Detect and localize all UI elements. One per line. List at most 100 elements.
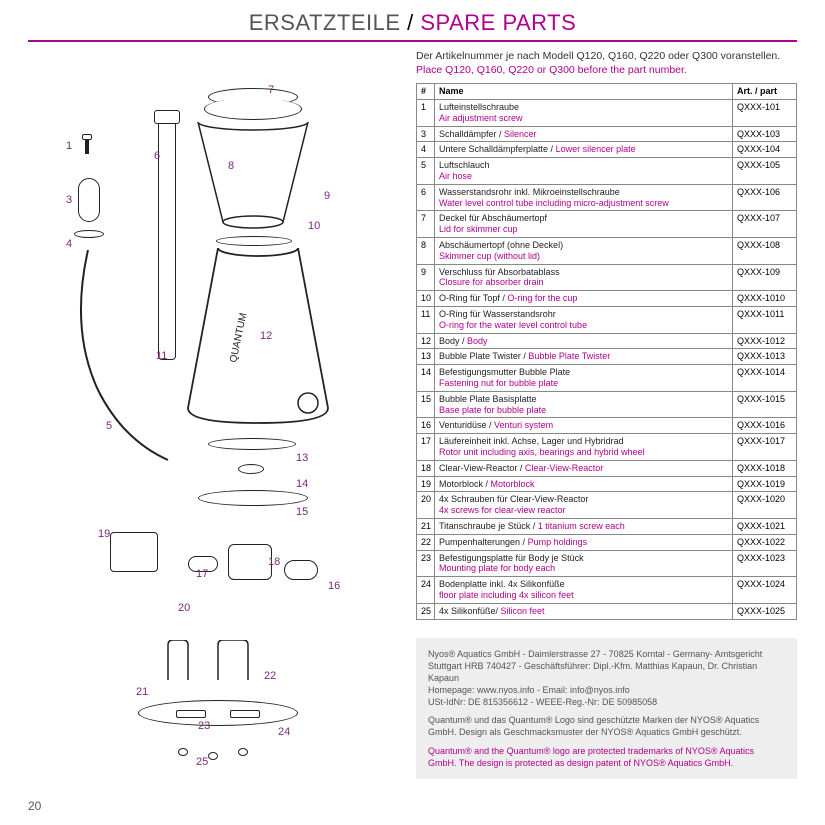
part-name-en: floor plate including 4x silicon feet <box>439 590 574 600</box>
col-header-art: Art. / part <box>733 84 797 100</box>
page-number: 20 <box>28 799 41 813</box>
part-number-cell: 19 <box>417 476 435 492</box>
part-name-de: Titanschraube je Stück / <box>439 521 538 531</box>
part-name-cell: Pumpenhalterungen / Pump holdings <box>435 534 733 550</box>
part-art-cell: QXXX-103 <box>733 126 797 142</box>
part-art-cell: QXXX-101 <box>733 100 797 127</box>
part-art-cell: QXXX-1023 <box>733 550 797 577</box>
part-number-cell: 14 <box>417 365 435 392</box>
diagram-reactor <box>228 544 272 580</box>
intro-text: Der Artikelnummer je nach Modell Q120, Q… <box>416 50 797 77</box>
part-number-cell: 7 <box>417 211 435 238</box>
part-name-en: Air hose <box>439 171 472 181</box>
part-name-en: Mounting plate for body each <box>439 563 555 573</box>
part-art-cell: QXXX-1011 <box>733 307 797 334</box>
diagram-motorblock <box>110 532 158 572</box>
part-number-cell: 8 <box>417 238 435 265</box>
diagram-foot-1 <box>178 748 188 756</box>
part-name-de: Body / <box>439 336 467 346</box>
part-name-en: Body <box>467 336 488 346</box>
col-header-name: Name <box>435 84 733 100</box>
table-row: 23Befestigungsplatte für Body je StückMo… <box>417 550 797 577</box>
callout-13: 13 <box>296 452 308 464</box>
part-name-en: Bubble Plate Twister <box>528 351 610 361</box>
title-rule <box>28 40 797 42</box>
part-name-cell: Befestigungsmutter Bubble PlateFastening… <box>435 365 733 392</box>
part-art-cell: QXXX-1018 <box>733 460 797 476</box>
part-number-cell: 6 <box>417 184 435 211</box>
table-row: 9Verschluss für AbsorbatablassClosure fo… <box>417 264 797 291</box>
part-name-de: Pumpenhalterungen / <box>439 537 528 547</box>
part-name-de: Bodenplatte inkl. 4x Silikonfüße <box>439 579 565 589</box>
part-name-de: Befestigungsmutter Bubble Plate <box>439 367 570 377</box>
part-name-en: O-ring for the cup <box>507 293 577 303</box>
diagram-venturi <box>284 560 318 580</box>
part-name-de: Schalldämpfer / <box>439 129 504 139</box>
table-row: 3Schalldämpfer / SilencerQXXX-103 <box>417 126 797 142</box>
part-name-en: Lid for skimmer cup <box>439 224 518 234</box>
part-number-cell: 1 <box>417 100 435 127</box>
part-name-cell: Bodenplatte inkl. 4x Silikonfüßefloor pl… <box>435 577 733 604</box>
part-name-cell: O-Ring für Topf / O-ring for the cup <box>435 291 733 307</box>
table-header-row: # Name Art. / part <box>417 84 797 100</box>
table-row: 1LufteinstellschraubeAir adjustment scre… <box>417 100 797 127</box>
part-name-cell: Clear-View-Reactor / Clear-View-Reactor <box>435 460 733 476</box>
part-name-cell: Titanschraube je Stück / 1 titanium scre… <box>435 518 733 534</box>
table-row: 21Titanschraube je Stück / 1 titanium sc… <box>417 518 797 534</box>
callout-23: 23 <box>198 720 210 732</box>
callout-3: 3 <box>66 194 72 206</box>
table-row: 16Venturidüse / Venturi systemQXXX-1016 <box>417 418 797 434</box>
part-art-cell: QXXX-104 <box>733 142 797 158</box>
parts-table-body: 1LufteinstellschraubeAir adjustment scre… <box>417 100 797 619</box>
part-art-cell: QXXX-1024 <box>733 577 797 604</box>
part-number-cell: 20 <box>417 492 435 519</box>
part-number-cell: 17 <box>417 434 435 461</box>
part-art-cell: QXXX-1019 <box>733 476 797 492</box>
table-row: 15Bubble Plate BasisplatteBase plate for… <box>417 391 797 418</box>
part-art-cell: QXXX-107 <box>733 211 797 238</box>
part-name-cell: Body / Body <box>435 333 733 349</box>
diagram-oring-10 <box>216 236 292 246</box>
part-name-en: Lower silencer plate <box>556 144 636 154</box>
right-column: Der Artikelnummer je nach Modell Q120, Q… <box>408 50 797 779</box>
diagram-baseplate <box>138 700 298 726</box>
table-row: 18Clear-View-Reactor / Clear-View-Reacto… <box>417 460 797 476</box>
diagram-foot-2 <box>208 752 218 760</box>
callout-7: 7 <box>268 84 274 96</box>
part-name-cell: Befestigungsplatte für Body je StückMoun… <box>435 550 733 577</box>
part-art-cell: QXXX-1013 <box>733 349 797 365</box>
footer-line4: Quantum® und das Quantum® Logo sind gesc… <box>428 714 785 738</box>
page-title: ERSATZTEILE / SPARE PARTS <box>0 0 825 40</box>
part-number-cell: 22 <box>417 534 435 550</box>
diagram-foot-3 <box>238 748 248 756</box>
callout-11: 11 <box>156 350 167 362</box>
content-row: QUANTUM <box>0 50 825 779</box>
part-name-cell: Bubble Plate BasisplatteBase plate for b… <box>435 391 733 418</box>
callout-12: 12 <box>260 330 272 342</box>
part-number-cell: 10 <box>417 291 435 307</box>
diagram-holdings <box>148 640 268 690</box>
part-name-cell: Abschäumertopf (ohne Deckel)Skimmer cup … <box>435 238 733 265</box>
part-name-cell: LuftschlauchAir hose <box>435 158 733 185</box>
diagram-mount-r <box>230 710 260 718</box>
part-name-en: Clear-View-Reactor <box>525 463 603 473</box>
part-name-de: Läufereinheit inkl. Achse, Lager und Hyb… <box>439 436 624 446</box>
part-art-cell: QXXX-1017 <box>733 434 797 461</box>
part-name-en: Venturi system <box>494 420 553 430</box>
part-number-cell: 9 <box>417 264 435 291</box>
diagram-bp-nut <box>238 464 264 474</box>
callout-18: 18 <box>268 556 280 568</box>
table-row: 8Abschäumertopf (ohne Deckel)Skimmer cup… <box>417 238 797 265</box>
diagram-body: QUANTUM <box>178 248 338 428</box>
callout-9: 9 <box>324 190 330 202</box>
part-name-cell: Verschluss für AbsorbatablassClosure for… <box>435 264 733 291</box>
callout-16: 16 <box>328 580 340 592</box>
part-name-de: Abschäumertopf (ohne Deckel) <box>439 240 563 250</box>
part-name-de: O-Ring für Wasserstandsrohr <box>439 309 556 319</box>
callout-21: 21 <box>136 686 148 698</box>
diagram-lid-rim <box>204 98 302 120</box>
legal-footer: Nyos® Aquatics GmbH - Daimlerstrasse 27 … <box>416 638 797 779</box>
part-number-cell: 24 <box>417 577 435 604</box>
table-row: 12Body / BodyQXXX-1012 <box>417 333 797 349</box>
part-art-cell: QXXX-1025 <box>733 603 797 619</box>
